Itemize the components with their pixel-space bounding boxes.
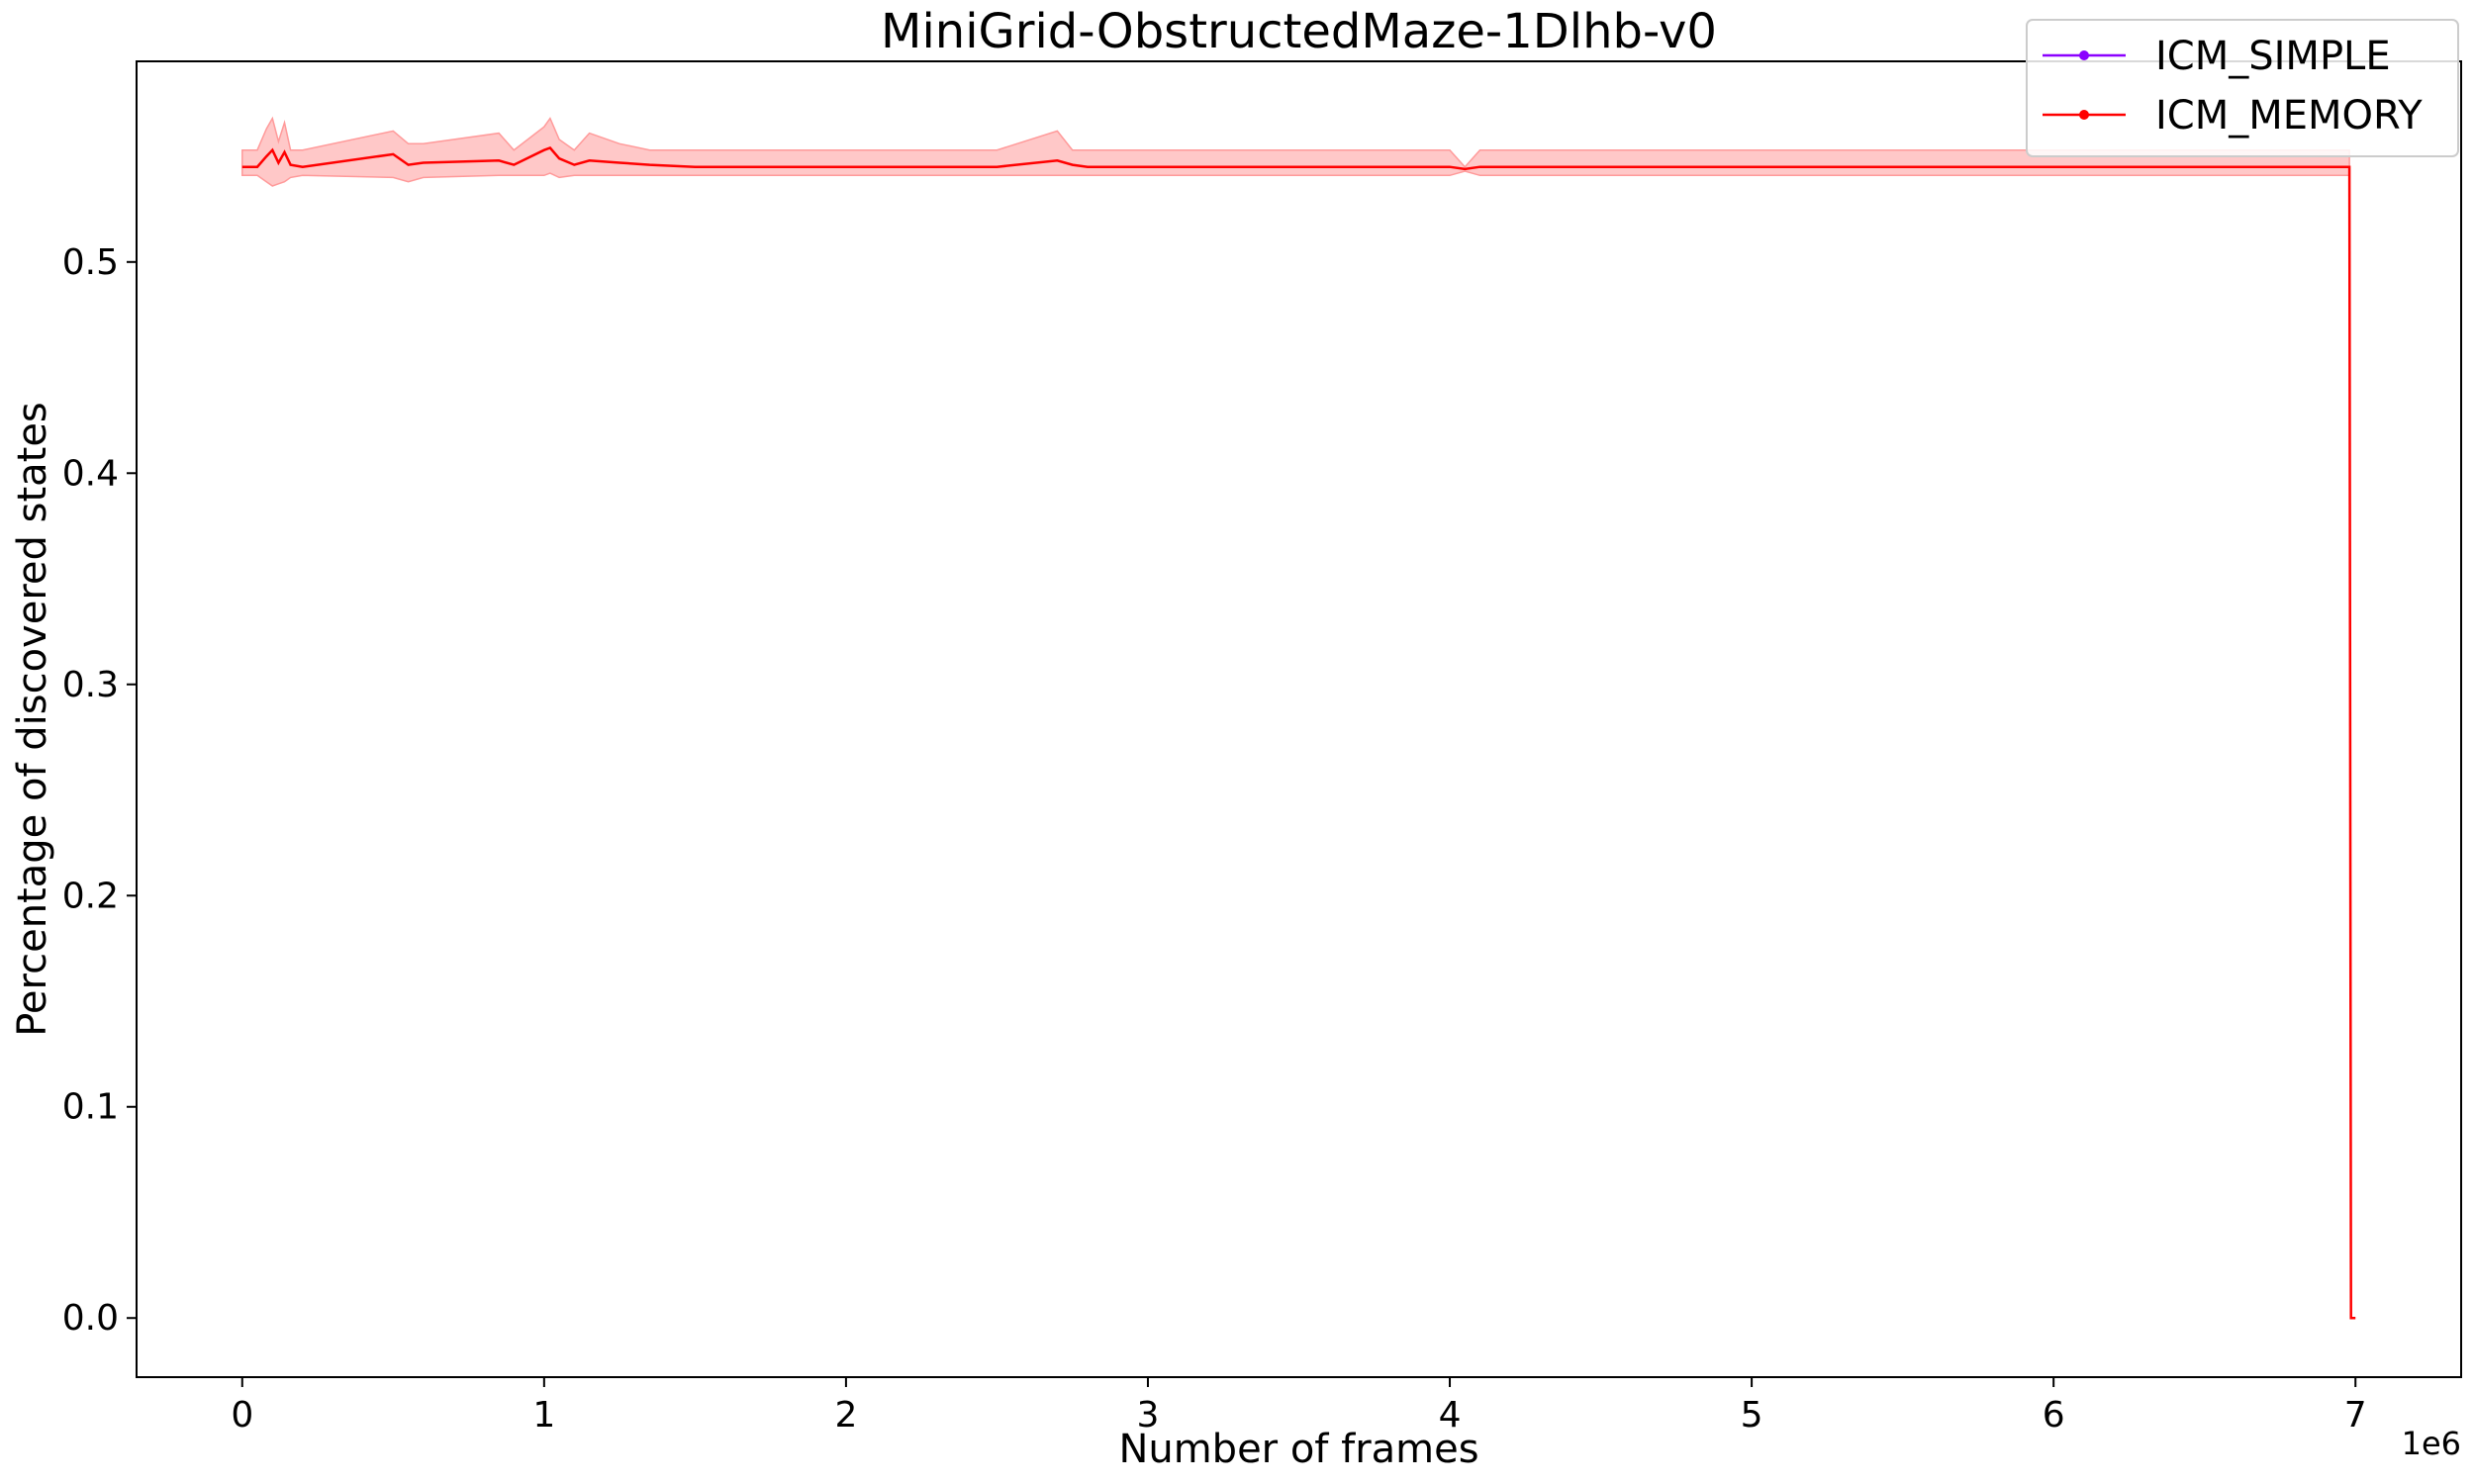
x-tick-label: 2 [834, 1395, 857, 1436]
y-axis-label: Percentage of discovered states [10, 402, 55, 1037]
x-tick-label: 3 [1137, 1395, 1160, 1436]
plot-area [241, 116, 2356, 1320]
x-tick-label: 6 [2043, 1395, 2065, 1436]
y-tick-label: 0.5 [62, 242, 119, 283]
y-axis: 0.0 0.1 0.2 0.3 0.4 0.5 [62, 242, 137, 1339]
x-tick-label: 0 [231, 1395, 253, 1436]
x-tick-label: 4 [1439, 1395, 1462, 1436]
chart-title: MiniGrid-ObstructedMaze-1Dlhb-v0 [881, 4, 1717, 59]
x-axis-offset-label: 1e6 [2402, 1425, 2461, 1462]
y-tick-label: 0.4 [62, 453, 119, 494]
x-tick-label: 7 [2344, 1395, 2367, 1436]
legend-marker [2079, 50, 2089, 60]
axes-frame [136, 60, 2462, 1378]
x-axis-label: Number of frames [1118, 1427, 1478, 1472]
x-tick-label: 1 [532, 1395, 555, 1436]
legend-marker [2079, 110, 2089, 120]
legend-label: ICM_MEMORY [2155, 93, 2423, 139]
y-tick-label: 0.2 [62, 876, 119, 916]
y-tick-label: 0.0 [62, 1298, 119, 1339]
legend: ICM_SIMPLE ICM_MEMORY [2026, 19, 2459, 157]
x-axis: 0 1 2 3 4 5 6 7 [231, 1377, 2367, 1436]
legend-label: ICM_SIMPLE [2155, 34, 2391, 79]
y-tick-label: 0.3 [62, 665, 119, 705]
legend-box [2026, 19, 2459, 157]
y-tick-label: 0.1 [62, 1087, 119, 1128]
series-1-line [241, 146, 2356, 1320]
x-tick-label: 5 [1741, 1395, 1763, 1436]
